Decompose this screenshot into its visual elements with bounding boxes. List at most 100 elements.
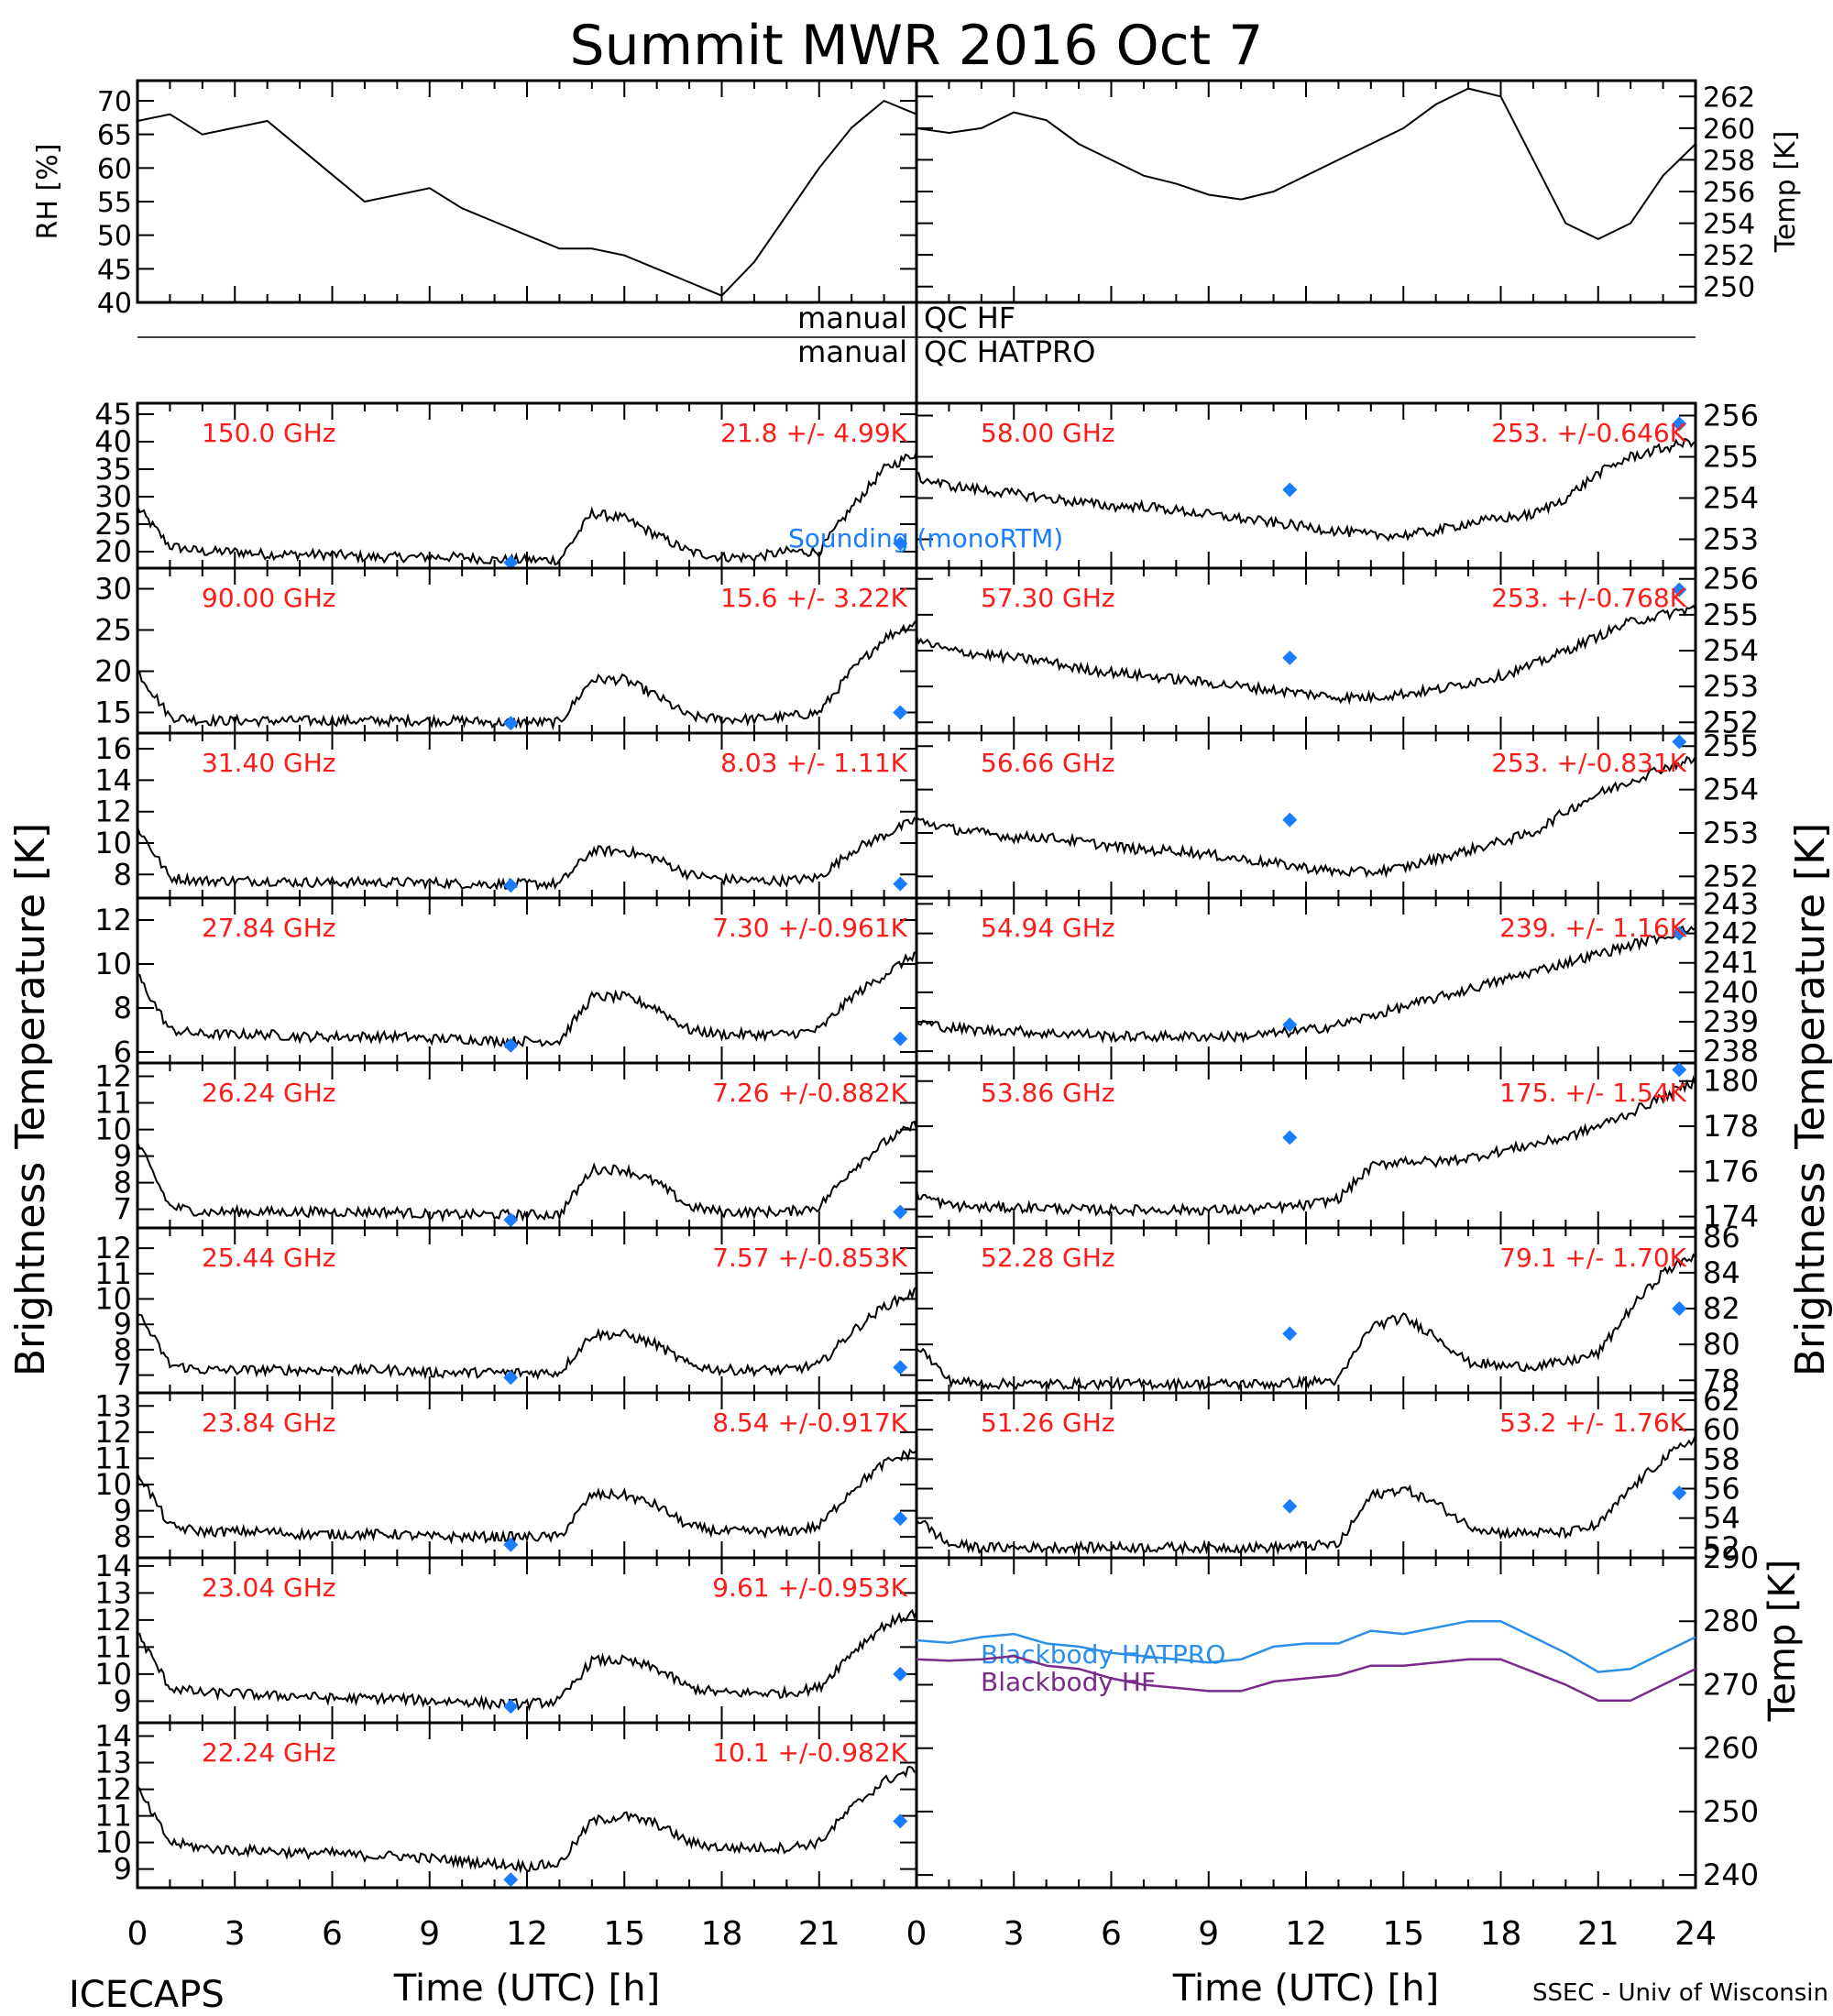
y-tick-label: 14 [94,762,132,797]
y-tick-label: 55 [97,187,132,219]
sounding-marker-ch5666-1 [1672,734,1687,750]
x-tick-label-right: 21 [1577,1915,1619,1953]
x-tick-label-left: 6 [322,1915,343,1953]
y-tick-label: 20 [94,654,132,689]
y-tick-label: 12 [94,1059,132,1094]
y-tick-label: 16 [94,731,132,766]
sounding-marker-ch2224-0 [503,1872,519,1888]
rh-axis-label: RH [%] [32,144,64,240]
y-tick-label: 10 [94,947,132,981]
panel-blackbody: 240 250 260 270 280 290 Blackbody HATPROBlackb… [915,1540,1804,1892]
channel-label-ch2384: 23.84 GHz [202,1408,336,1438]
y-tick-label: 10 [94,1282,132,1317]
sounding-marker-ch5386-1 [1672,1062,1687,1078]
sounding-marker-ch5386-0 [1282,1130,1298,1145]
y-tick-label: 20 [94,534,132,569]
x-axis-label-right: Time (UTC) [h] [1172,1967,1439,2010]
y-tick-label: 176 [1703,1154,1759,1189]
trace-ch2384 [137,1448,917,1546]
y-tick-label: 8 [114,1332,132,1367]
channel-stats-ch2384: 8.54 +/-0.917K [712,1408,907,1438]
y-tick-label: 260 [1703,1731,1759,1766]
blackbody-series-1 [916,1655,1696,1703]
y-tick-label: 254 [1703,481,1759,516]
footer-right: SSEC - Univ of Wisconsin [1532,1979,1828,2007]
channel-stats-ch2224: 10.1 +/-0.982K [712,1737,907,1768]
panel-ch90: 15 20 25 30 90.00 GHz 15.6 +/- 3.22K [94,566,918,735]
sounding-marker-ch3140-1 [893,876,908,892]
x-axis-label-left: Time (UTC) [h] [393,1967,660,2010]
y-tick-label: 253 [1703,816,1759,850]
sounding-marker-ch2304-0 [503,1699,519,1715]
channel-stats-ch2544: 7.57 +/-0.853K [712,1243,907,1273]
x-tick-label-left: 0 [127,1915,148,1953]
sounding-marker-ch5800-1 [1672,416,1687,432]
sounding-marker-ch90-1 [893,705,908,720]
qc-hatpro-label: QC HATPRO [924,334,1095,369]
y-tick-label: 80 [1703,1327,1740,1362]
y-tick-label: 10 [94,1112,132,1147]
y-tick-label: 253 [1703,669,1759,704]
y-tick-label: 7 [114,1192,132,1227]
y-tick-label: 11 [94,1799,132,1834]
temp-axis-label: Temp [K] [1770,131,1802,254]
channel-label-ch5800: 58.00 GHz [981,418,1115,448]
x-tick-label-right: 24 [1674,1915,1717,1953]
y-tick-label: 178 [1703,1109,1759,1144]
sounding-legend: Sounding (monoRTM) [788,523,1063,553]
y-tick-label: 6 [114,1035,132,1069]
panel-blackbody-frame [915,1556,1697,1890]
panel-ch5800: 253 254 255 256 58.00 GHz 253. +/-0.646K [915,399,1759,570]
y-tick-label: 11 [94,1256,132,1291]
trace-ch2304 [137,1608,917,1712]
y-tick-label: 9 [114,1683,132,1718]
channel-label-ch5494: 54.94 GHz [981,913,1115,943]
x-tick-label-right: 6 [1101,1915,1122,1953]
y-tick-label: 40 [97,288,132,320]
channel-label-ch3140: 31.40 GHz [202,748,336,778]
y-tick-label: 8 [114,1519,132,1554]
channel-stats-ch90: 15.6 +/- 3.22K [720,583,907,613]
y-tick-label: 252 [1703,859,1759,893]
y-tick-label: 238 [1703,1034,1759,1068]
blackbody-series-label-0: Blackbody HATPRO [981,1639,1225,1670]
y-tick-label: 254 [1703,633,1759,668]
qc-hf-label: QC HF [924,301,1015,335]
x-tick-label-right: 18 [1480,1915,1522,1953]
y-tick-label: 12 [94,794,132,829]
trace-ch5386 [916,1075,1696,1218]
blackbody-axis-label: Temp [K] [1762,1560,1804,1723]
y-axis-label-left: Brightness Temperature [K] [7,823,54,1376]
y-tick-label: 12 [94,1772,132,1807]
y-tick-label: 9 [114,1307,132,1342]
y-tick-label: 255 [1703,440,1759,475]
channel-stats-ch5666: 253. +/-0.831K [1491,748,1686,778]
y-tick-label: 13 [94,1746,132,1780]
sounding-marker-ch5730-0 [1282,650,1298,665]
trace-ch2624 [137,1120,917,1223]
sounding-marker-ch90-0 [503,716,519,731]
x-tick-label-left: 21 [798,1915,840,1953]
y-tick-label: 10 [94,1467,132,1502]
panel-ch5666: 252 253 254 255 56.66 GHz 253. +/-0.831K [915,729,1759,900]
y-tick-label: 255 [1703,597,1759,632]
qc-manual-label-1: manual [797,301,907,335]
figure-title: Summit MWR 2016 Oct 7 [570,14,1264,78]
sounding-marker-ch2624-0 [503,1212,519,1228]
y-tick-label: 10 [94,826,132,860]
y-tick-label: 52 [1703,1530,1740,1565]
x-tick-label-left: 15 [603,1915,645,1953]
y-tick-label: 62 [1703,1383,1740,1418]
sounding-marker-ch3140-0 [503,878,519,893]
channel-stats-ch5494: 239. +/- 1.16K [1499,913,1686,943]
x-tick-label-right: 0 [906,1915,927,1953]
panel-temp-frame [915,79,1697,304]
y-axis-label-right: Brightness Temperature [K] [1787,823,1833,1376]
y-tick-label: 14 [94,1549,132,1583]
channel-stats-ch5800: 253. +/-0.646K [1491,418,1686,448]
blackbody-series-label-1: Blackbody HF [981,1667,1156,1697]
y-tick-label: 14 [94,1719,132,1754]
y-tick-label: 290 [1703,1540,1759,1575]
